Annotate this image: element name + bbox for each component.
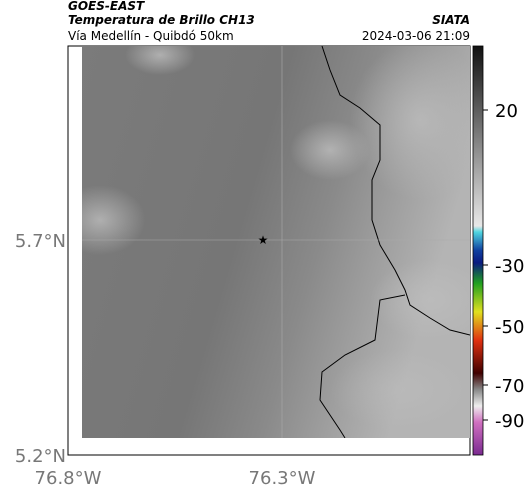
- product-title: Temperatura de Brillo CH13: [68, 13, 255, 27]
- colorbar: [472, 45, 484, 456]
- colorbar-tick-label: -70: [495, 376, 524, 397]
- colorbar-tick-label: -30: [495, 256, 524, 277]
- lat-tick-label: 5.7°N: [15, 231, 66, 252]
- lat-tick-label: 5.2°N: [15, 446, 66, 467]
- brightness-image: ★: [82, 46, 470, 438]
- agency-label: SIATA: [432, 13, 470, 27]
- satellite-name: GOES-EAST: [68, 0, 145, 13]
- lon-tick-label: 76.3°W: [249, 468, 316, 489]
- colorbar-ticks: 20 -30 -50 -70 -90: [483, 101, 524, 432]
- colorbar-tick-label: -90: [495, 411, 524, 432]
- colorbar-tick-label: 20: [495, 101, 518, 122]
- region-label: Vía Medellín - Quibdó 50km: [68, 29, 234, 43]
- colorbar-tick-label: -50: [495, 317, 524, 338]
- timestamp: 2024-03-06 21:09: [362, 29, 470, 43]
- lon-tick-label: 76.8°W: [35, 468, 102, 489]
- svg-text:★: ★: [258, 233, 269, 247]
